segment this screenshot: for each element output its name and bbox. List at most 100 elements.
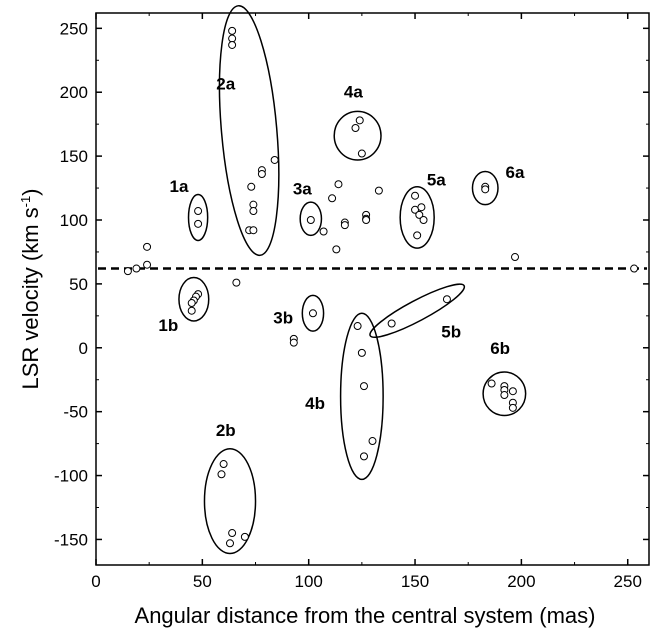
data-point — [415, 210, 424, 219]
data-point — [340, 221, 349, 230]
x-tick-label: 150 — [401, 572, 429, 591]
data-point — [249, 226, 258, 235]
x-tick-label: 250 — [614, 572, 642, 591]
data-point — [368, 437, 377, 446]
data-point — [257, 170, 266, 178]
data-point — [487, 379, 496, 388]
data-point — [143, 242, 152, 251]
y-tick-label: -150 — [54, 530, 88, 549]
data-point — [357, 348, 366, 357]
group-label-3b: 3b — [273, 309, 293, 328]
group-ellipse-2a — [218, 5, 280, 257]
data-point — [219, 460, 228, 469]
data-point — [232, 278, 241, 287]
data-point — [351, 124, 360, 132]
data-point — [247, 182, 256, 191]
data-point — [240, 532, 249, 541]
y-axis-label-end: ) — [18, 188, 43, 195]
y-tick-label: -50 — [63, 403, 88, 422]
group-ellipse-4a — [333, 110, 382, 161]
data-point — [228, 529, 237, 538]
x-tick-label: 100 — [295, 572, 323, 591]
data-point — [500, 391, 509, 400]
x-tick-label: 0 — [91, 572, 100, 591]
group-label-6b: 6b — [490, 339, 510, 358]
data-point — [355, 116, 364, 125]
data-point — [249, 207, 258, 216]
group-ellipse-3a — [299, 201, 323, 237]
data-point — [357, 149, 366, 158]
group-label-3a: 3a — [293, 179, 312, 198]
group-label-6a: 6a — [506, 163, 525, 182]
data-point — [508, 387, 517, 396]
data-point — [187, 299, 196, 308]
y-axis-label: LSR velocity (km s-1) — [18, 188, 43, 389]
group-label-2b: 2b — [216, 421, 236, 440]
data-point — [411, 191, 420, 200]
data-point — [359, 382, 368, 391]
data-point — [306, 216, 315, 224]
y-tick-label: 50 — [69, 275, 88, 294]
plot-frame — [95, 12, 650, 566]
data-point — [387, 319, 396, 328]
y-tick-label: 0 — [79, 339, 88, 358]
group-ellipse-5b — [369, 283, 466, 339]
data-point — [362, 216, 371, 224]
group-labels: 1a 2a 3a 4a 5a 6a 1b 3b 5b 4b 6b 2b — [158, 75, 525, 440]
group-ellipse-4b — [339, 312, 384, 481]
group-ellipse-1a — [187, 193, 209, 242]
data-point — [511, 253, 520, 262]
data-point — [194, 207, 203, 216]
data-point — [187, 306, 196, 315]
x-tick-label: 50 — [193, 572, 212, 591]
data-point — [143, 260, 152, 269]
data-point — [319, 227, 328, 236]
group-ellipse-6a — [471, 170, 499, 206]
data-point — [374, 186, 383, 195]
group-label-4b: 4b — [305, 394, 325, 413]
y-tick-labels: -150 -100 -50 0 50 100 150 200 250 — [54, 19, 88, 549]
data-point — [308, 309, 317, 318]
group-label-5b: 5b — [441, 323, 461, 342]
data-point — [332, 245, 341, 254]
x-tick-label: 200 — [507, 572, 535, 591]
data-point — [228, 40, 237, 49]
data-point — [419, 216, 428, 224]
data-point — [630, 264, 639, 273]
data-point — [353, 322, 362, 331]
group-label-5a: 5a — [427, 171, 446, 190]
data-point — [328, 194, 337, 203]
data-point — [123, 267, 132, 276]
axis-ticks — [95, 13, 649, 565]
group-label-4a: 4a — [344, 82, 363, 101]
group-ellipse-1b — [178, 276, 210, 322]
group-ellipse-6b — [482, 371, 527, 417]
group-label-1a: 1a — [169, 177, 188, 196]
data-point — [508, 403, 517, 412]
data-point — [132, 264, 141, 273]
data-point — [194, 219, 203, 228]
y-tick-label: -100 — [54, 467, 88, 486]
data-point — [413, 231, 422, 240]
group-label-1b: 1b — [158, 316, 178, 335]
data-point — [417, 203, 426, 212]
data-point — [359, 452, 368, 461]
y-tick-label: 250 — [60, 19, 88, 38]
data-point — [225, 539, 234, 548]
group-ellipses — [178, 5, 527, 555]
data-point — [217, 470, 226, 479]
group-ellipse-3b — [301, 294, 325, 332]
y-axis-label-superscript: -1 — [18, 196, 33, 208]
data-point — [481, 185, 490, 194]
data-point — [442, 295, 451, 304]
data-point — [228, 26, 237, 35]
group-label-2a: 2a — [216, 75, 235, 94]
y-tick-label: 100 — [60, 211, 88, 230]
y-tick-label: 150 — [60, 147, 88, 166]
x-axis-label: Angular distance from the central system… — [135, 603, 596, 628]
group-ellipse-2b — [203, 447, 257, 555]
y-axis-label-main: LSR velocity (km s — [18, 207, 43, 389]
data-point — [289, 338, 298, 347]
y-tick-label: 200 — [60, 83, 88, 102]
